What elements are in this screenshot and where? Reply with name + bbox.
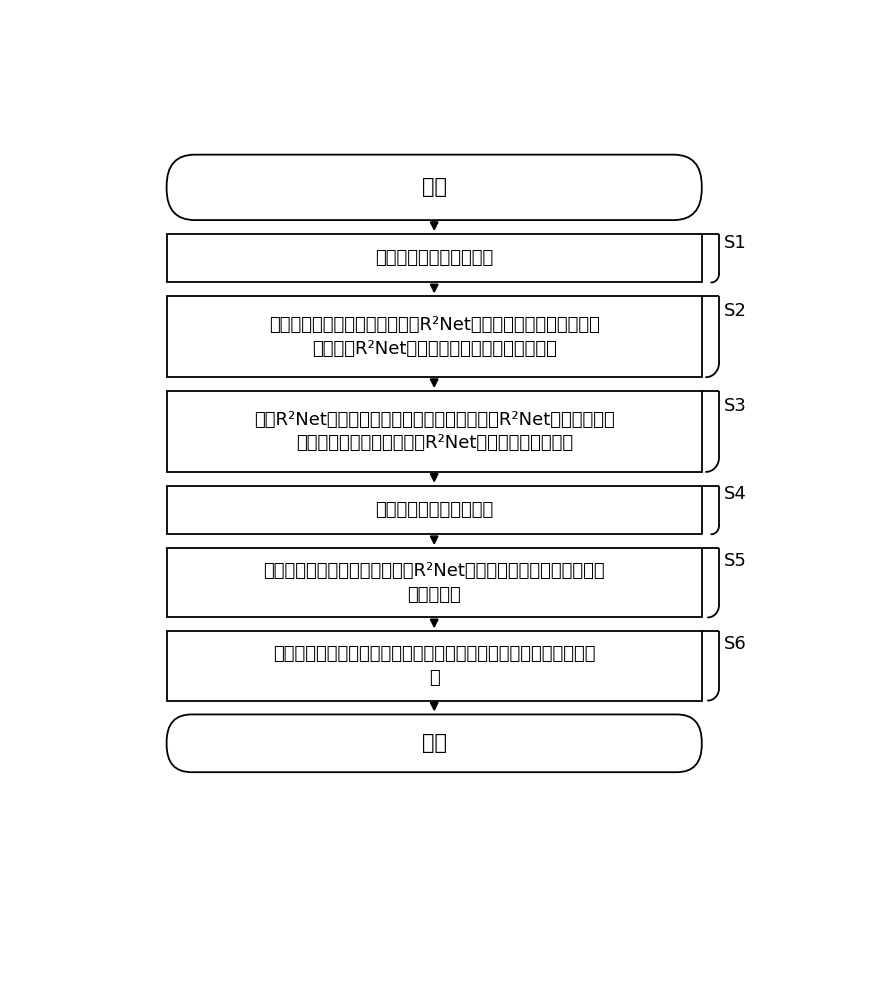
Text: 开始: 开始 <box>421 177 446 197</box>
FancyBboxPatch shape <box>167 714 702 772</box>
Text: 结束: 结束 <box>421 733 446 753</box>
Text: S4: S4 <box>723 485 747 503</box>
Text: 根据R²Net模型的复杂网络结构的网络参数，对R²Net模型的复杂网
络结构进行等效变换，得到R²Net模型的简化网络结构: 根据R²Net模型的复杂网络结构的网络参数，对R²Net模型的复杂网 络结构进行… <box>254 411 615 452</box>
Text: S1: S1 <box>723 234 747 252</box>
Bar <box>167 296 702 377</box>
Text: 获取待检测水下鱼类图像: 获取待检测水下鱼类图像 <box>375 501 494 519</box>
Text: 将所述待检测水下鱼类图像输入R²Net模型的简化网络结构，得到特
征提取结果: 将所述待检测水下鱼类图像输入R²Net模型的简化网络结构，得到特 征提取结果 <box>264 562 605 604</box>
Text: 基于特征提取结果进行水下鱼类目标检测，得到水下鱼类目标检测结
果: 基于特征提取结果进行水下鱼类目标检测，得到水下鱼类目标检测结 果 <box>273 645 595 687</box>
Bar <box>167 391 702 472</box>
Text: S2: S2 <box>723 302 747 320</box>
Bar <box>167 631 702 701</box>
Bar <box>167 486 702 534</box>
FancyBboxPatch shape <box>167 155 702 220</box>
Text: 获取训练用水下鱼类图像: 获取训练用水下鱼类图像 <box>375 249 494 267</box>
Text: S6: S6 <box>723 635 747 653</box>
Bar <box>167 548 702 617</box>
Bar <box>167 234 702 282</box>
Text: 将所述训练用水下鱼类图像输入R²Net模型的复杂网络结构进行训
练，得到R²Net模型的复杂网络结构的网络参数: 将所述训练用水下鱼类图像输入R²Net模型的复杂网络结构进行训 练，得到R²Ne… <box>269 316 600 358</box>
Text: S5: S5 <box>723 552 747 570</box>
Text: S3: S3 <box>723 397 747 415</box>
